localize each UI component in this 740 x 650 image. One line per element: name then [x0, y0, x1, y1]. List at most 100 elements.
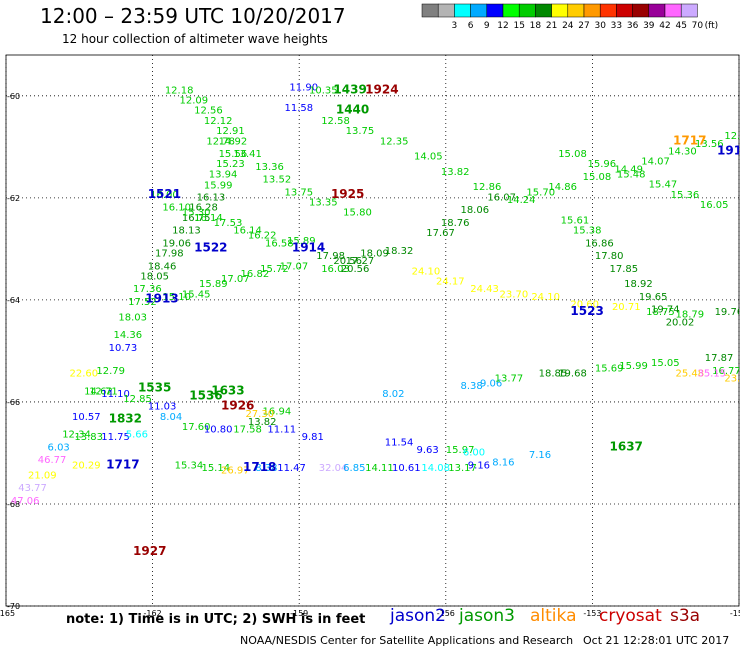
pass-time-label: 1439 — [333, 82, 366, 96]
swh-value: 9.81 — [302, 432, 324, 443]
swh-value: 19.70 — [715, 307, 740, 318]
swh-value: 16.77 — [712, 366, 740, 377]
swh-value: 16.58 — [265, 238, 294, 249]
pass-time-label: 1927 — [133, 544, 166, 558]
credit-line: NOAA/NESDIS Center for Satellite Applica… — [240, 634, 574, 647]
swh-value: 15.08 — [558, 149, 587, 160]
swh-value: 9.63 — [416, 445, 438, 456]
swh-value: 13.83 — [74, 432, 103, 443]
swh-value: 8.04 — [160, 412, 182, 423]
swh-value: 16.10 — [162, 203, 191, 214]
swh-value: 14.24 — [507, 195, 536, 206]
color-scale-label: 39 — [643, 21, 655, 31]
color-scale-unit: (ft) — [705, 21, 719, 31]
color-scale-label: 6 — [468, 21, 474, 31]
swh-value: 12.71 — [89, 386, 118, 397]
color-scale-label: 24 — [562, 21, 574, 31]
swh-value: 15.89 — [199, 279, 228, 290]
swh-value: 9.06 — [480, 379, 502, 390]
swh-value: 12.91 — [216, 126, 245, 137]
swh-value: 15.70 — [526, 187, 555, 198]
color-scale-label: 27 — [578, 21, 589, 31]
swh-value: 17.60 — [182, 422, 211, 433]
swh-value: 19.74 — [651, 305, 680, 316]
swh-value: 15.05 — [651, 358, 680, 369]
latitude-tick-label: -60 — [7, 92, 20, 101]
swh-value: 12.09 — [179, 95, 208, 106]
swh-value: 15.99 — [619, 361, 648, 372]
swh-value: 16.86 — [585, 238, 614, 249]
swh-value: 15.45 — [182, 289, 211, 300]
swh-value: 7.16 — [529, 450, 551, 461]
swh-value: 13.41 — [233, 149, 262, 160]
swh-value: 17.98 — [155, 249, 184, 260]
swh-value: 14.92 — [219, 136, 248, 147]
swh-value: 26.97 — [221, 465, 250, 476]
swh-value: 11.58 — [285, 103, 314, 114]
longitude-tick-label: -150 — [730, 609, 740, 618]
color-scale-label: 18 — [530, 21, 542, 31]
swh-value: 15.97 — [446, 445, 475, 456]
swh-value: 15.80 — [343, 208, 372, 219]
swh-value: 15.36 — [671, 190, 700, 201]
color-scale-label: 30 — [594, 21, 606, 31]
pass-time-label: 1718 — [243, 460, 276, 474]
swh-value: 16.82 — [241, 269, 270, 280]
pass-time-label: 1637 — [610, 439, 643, 453]
swh-value: 20.56 — [341, 264, 370, 275]
pass-time-label: 1523 — [570, 304, 603, 318]
swh-value: 15.30 — [182, 208, 211, 219]
swh-value: 27.30 — [245, 409, 274, 420]
swh-value: 14.11 — [365, 463, 394, 474]
pass-time-label: 1536 — [189, 388, 222, 402]
swh-value: 13.77 — [495, 374, 524, 385]
swh-value: 6.03 — [48, 442, 70, 453]
swh-value: 17.52 — [128, 297, 157, 308]
swh-value: 18.79 — [675, 310, 704, 321]
swh-value: 10.80 — [204, 425, 233, 436]
color-scale-label: 33 — [611, 21, 622, 31]
swh-value: 14.49 — [614, 164, 643, 175]
swh-value: 16.14 — [233, 226, 262, 237]
swh-value: 14.05 — [414, 152, 443, 163]
swh-value: 18.85 — [539, 368, 568, 379]
swh-value: 20.60 — [570, 300, 599, 311]
swh-value: 12.12 — [204, 116, 233, 127]
swh-value: 12.35 — [380, 136, 409, 147]
longitude-tick-label: -165 — [0, 609, 15, 618]
swh-value: 12.86 — [473, 182, 502, 193]
color-scale-label: 70 — [692, 21, 704, 31]
pass-time-label: 1717 — [106, 457, 139, 471]
longitude-tick-label: -153 — [583, 609, 601, 618]
swh-value: 11.11 — [267, 425, 296, 436]
swh-value: 17.27 — [346, 256, 375, 267]
swh-value: 3.28 — [0, 544, 1, 555]
swh-value: 16.07 — [487, 192, 516, 203]
swh-value: 13.52 — [263, 175, 292, 186]
color-scale-label: 3 — [452, 21, 458, 31]
swh-value: 19.06 — [162, 238, 191, 249]
swh-value: 16.22 — [248, 231, 277, 242]
latitude-tick-label: -70 — [7, 602, 20, 611]
swh-value: 16.05 — [700, 200, 729, 211]
color-scale-label: 12 — [497, 21, 508, 31]
swh-value: 18.03 — [118, 312, 147, 323]
swh-value: 12.18 — [165, 85, 194, 96]
longitude-tick-label: -162 — [144, 609, 162, 618]
swh-value: 17.85 — [610, 264, 639, 275]
swh-value: 11.47 — [277, 463, 306, 474]
swh-value: 8.38 — [255, 463, 277, 474]
swh-value: 5.66 — [126, 430, 148, 441]
swh-value: 11.10 — [101, 389, 130, 400]
page-subtitle: 12 hour collection of altimeter wave hei… — [62, 32, 328, 46]
swh-value: 12.85 — [123, 394, 152, 405]
swh-value: 19.68 — [558, 368, 587, 379]
swh-value: 15.14 — [201, 463, 230, 474]
pass-time-label: 1522 — [194, 240, 227, 254]
map-frame — [5, 54, 740, 607]
swh-value: 32.04 — [319, 463, 348, 474]
swh-value: 10.61 — [392, 463, 421, 474]
swh-value: 14.08 — [421, 463, 450, 474]
swh-value: 15.48 — [617, 169, 646, 180]
